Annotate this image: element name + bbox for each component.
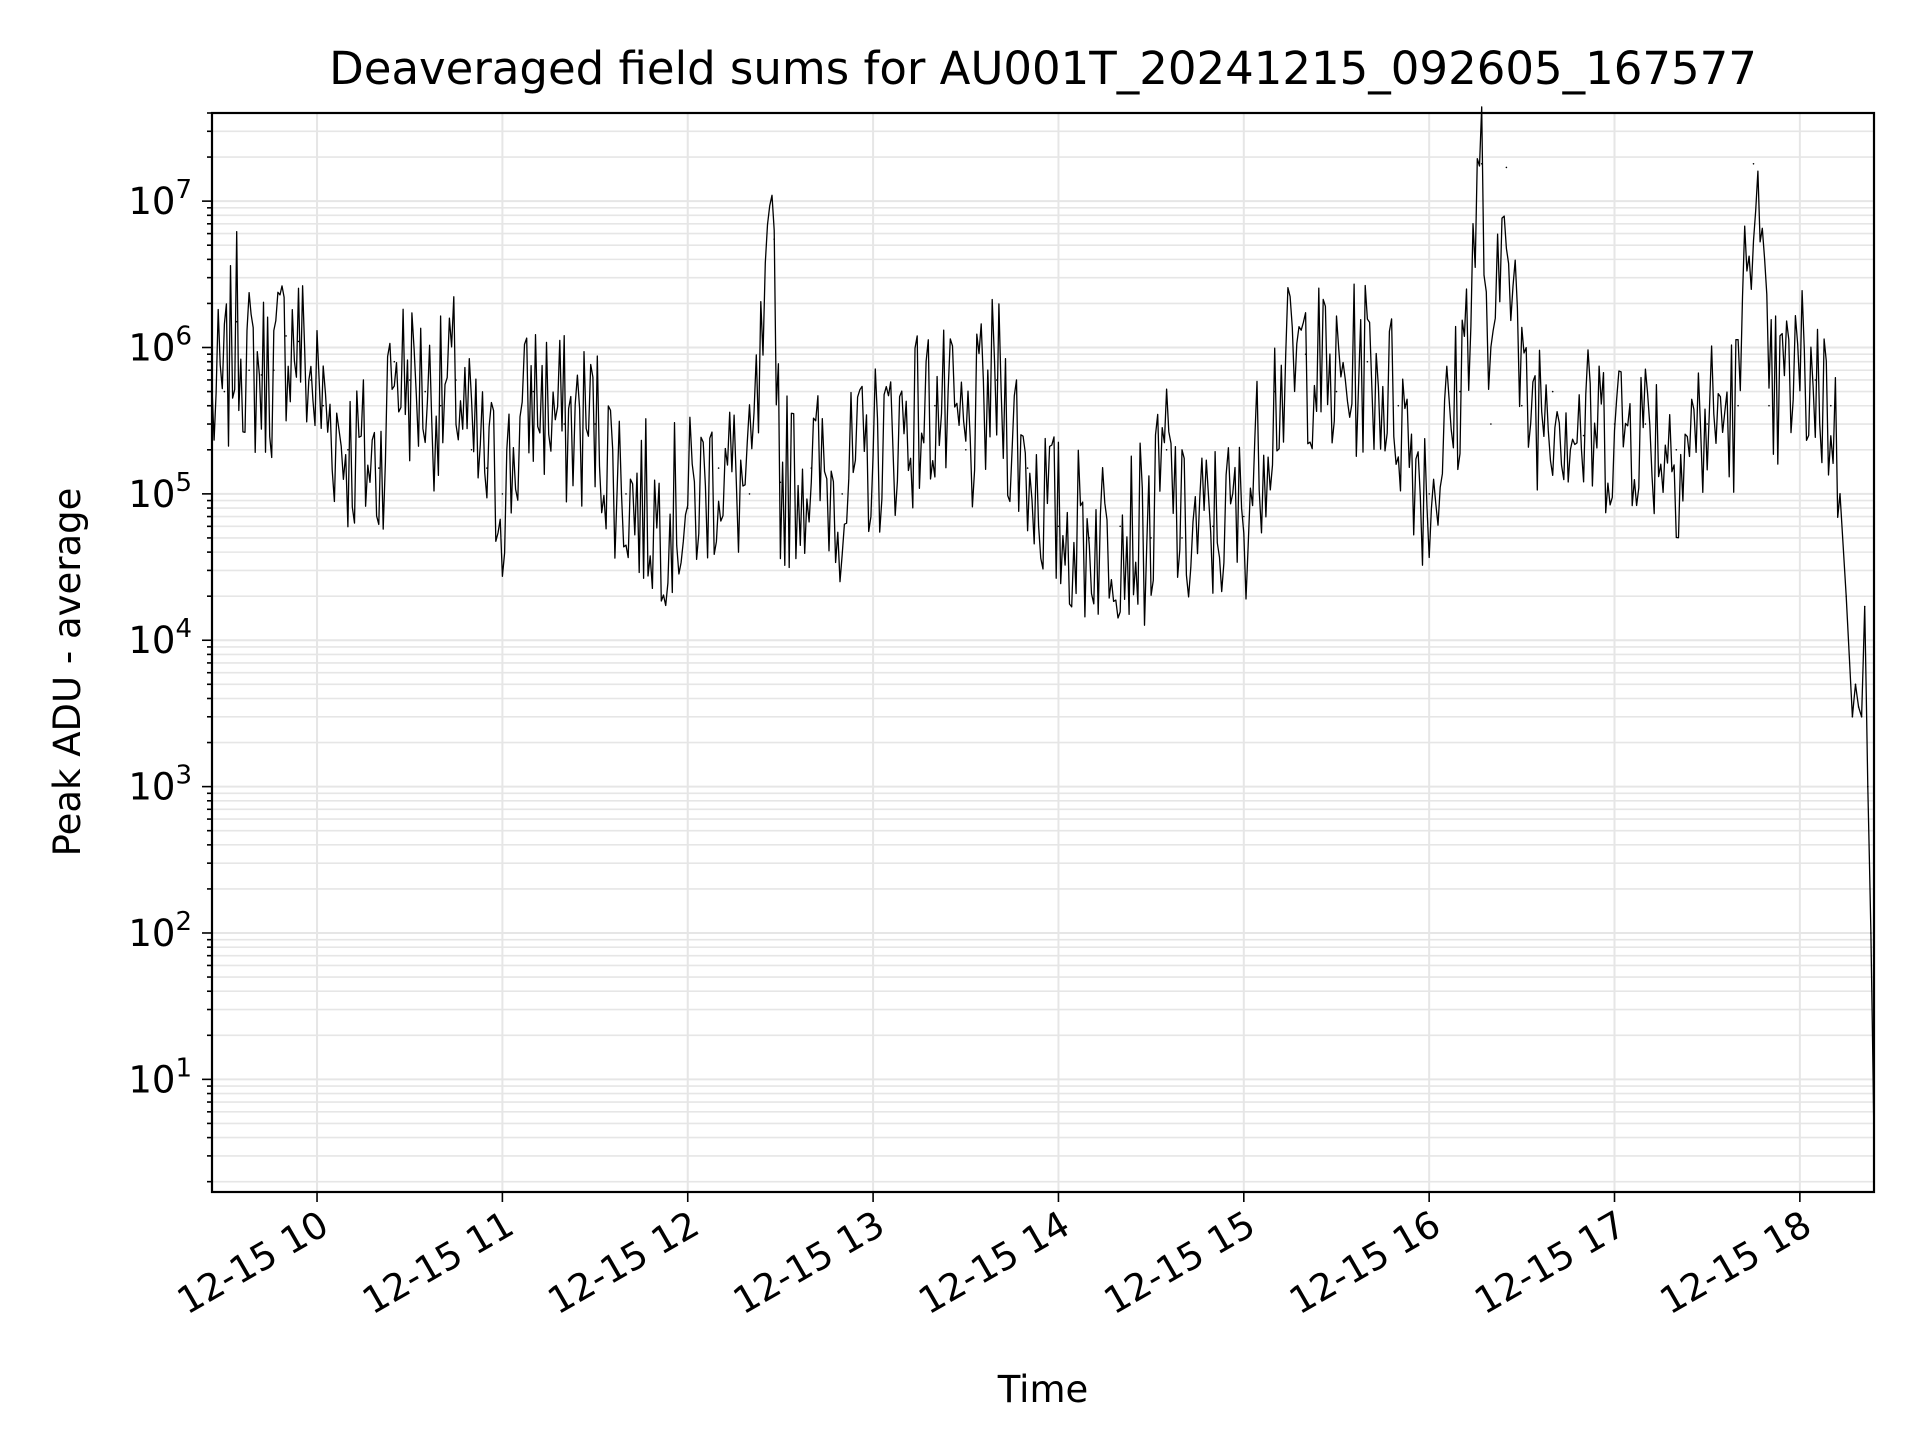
data-point xyxy=(1057,525,1060,528)
data-point xyxy=(1026,467,1029,469)
data-point xyxy=(1839,493,1841,495)
data-point xyxy=(1851,716,1854,718)
data-point xyxy=(1459,390,1461,393)
data-point xyxy=(1854,683,1857,686)
series-line xyxy=(211,106,1875,1141)
data-point xyxy=(1768,404,1770,407)
data-point xyxy=(1505,166,1508,169)
data-point xyxy=(322,404,325,407)
data-point xyxy=(393,360,396,363)
data-point xyxy=(1397,404,1400,407)
data-point xyxy=(965,449,967,451)
data-point xyxy=(995,379,998,381)
data-point xyxy=(1165,449,1168,451)
data-point xyxy=(686,507,689,509)
data-point xyxy=(223,390,226,393)
x-axis-label: Time xyxy=(997,1368,1089,1411)
data-point xyxy=(625,493,627,495)
data-point xyxy=(656,515,658,518)
data-point xyxy=(1119,525,1121,528)
data-point xyxy=(1366,360,1369,363)
data-point xyxy=(1814,379,1817,381)
data-point xyxy=(563,423,565,425)
data-point xyxy=(1752,163,1755,165)
y-tick-label: 105 xyxy=(128,468,192,516)
data-point xyxy=(594,423,596,425)
data-point xyxy=(1521,404,1523,407)
grid xyxy=(212,112,1874,1192)
data-point xyxy=(470,449,473,451)
data-point xyxy=(1706,423,1708,425)
data-point xyxy=(1860,716,1863,718)
y-tick-label: 107 xyxy=(128,175,192,223)
data-point xyxy=(455,379,457,381)
data-point xyxy=(1243,515,1245,518)
plot-frame xyxy=(210,111,1876,1194)
data-point xyxy=(1212,525,1214,528)
y-axis-label: Peak ADU - average xyxy=(46,488,89,857)
data-point xyxy=(1490,423,1492,425)
data-point xyxy=(1273,390,1276,393)
data-point xyxy=(1613,423,1616,425)
y-tick-label: 101 xyxy=(128,1053,192,1101)
data-point xyxy=(872,449,874,451)
data-point xyxy=(1335,390,1338,393)
data-point xyxy=(1845,595,1847,597)
data-point xyxy=(1675,449,1678,451)
data-point xyxy=(486,467,488,469)
data-point xyxy=(779,481,782,484)
y-tick-label: 104 xyxy=(128,614,192,662)
data-point xyxy=(532,390,535,393)
data-point xyxy=(1181,537,1183,539)
data-point xyxy=(1304,353,1307,356)
data-point xyxy=(1737,404,1739,407)
data-point xyxy=(1857,706,1860,708)
data-point xyxy=(1428,493,1430,495)
data-point xyxy=(934,404,936,407)
data-point xyxy=(773,238,775,240)
data-point xyxy=(1799,369,1801,372)
data-point xyxy=(501,493,504,495)
data-point xyxy=(1480,163,1483,165)
data-point xyxy=(285,335,287,337)
data-point xyxy=(439,404,442,407)
y-tick-label: 102 xyxy=(128,907,192,955)
data-point xyxy=(347,449,349,451)
data-point xyxy=(748,493,751,495)
data-point xyxy=(273,369,275,372)
data-layer xyxy=(211,106,1875,1142)
data-point xyxy=(810,467,813,469)
chart-title: Deaveraged field sums for AU001T_2024121… xyxy=(329,42,1757,95)
data-point xyxy=(1551,390,1554,393)
data-point xyxy=(1867,785,1869,788)
y-tick-label: 106 xyxy=(128,321,192,369)
data-point xyxy=(903,423,905,425)
data-point xyxy=(1088,537,1091,539)
data-point xyxy=(310,379,312,381)
data-point xyxy=(408,379,411,381)
data-point xyxy=(1644,423,1647,425)
data-point xyxy=(248,369,250,372)
data-point xyxy=(235,320,238,323)
data-point xyxy=(841,493,843,495)
data-point xyxy=(1863,605,1866,608)
data-point xyxy=(424,390,427,393)
data-point xyxy=(297,340,300,343)
data-point xyxy=(1830,404,1832,407)
y-tick-label: 103 xyxy=(128,761,192,809)
data-point xyxy=(378,467,380,469)
data-point xyxy=(1150,537,1152,539)
data-point xyxy=(260,374,263,376)
data-point xyxy=(1582,434,1585,437)
data-point xyxy=(1870,932,1872,934)
data-point xyxy=(717,467,720,469)
